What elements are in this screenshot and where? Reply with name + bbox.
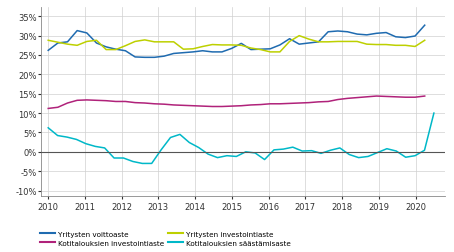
Legend: Yritysten voittoaste, Kotitalouksien investointiaste, Yritysten investointiaste,: Yritysten voittoaste, Kotitalouksien inv… [40,230,291,246]
